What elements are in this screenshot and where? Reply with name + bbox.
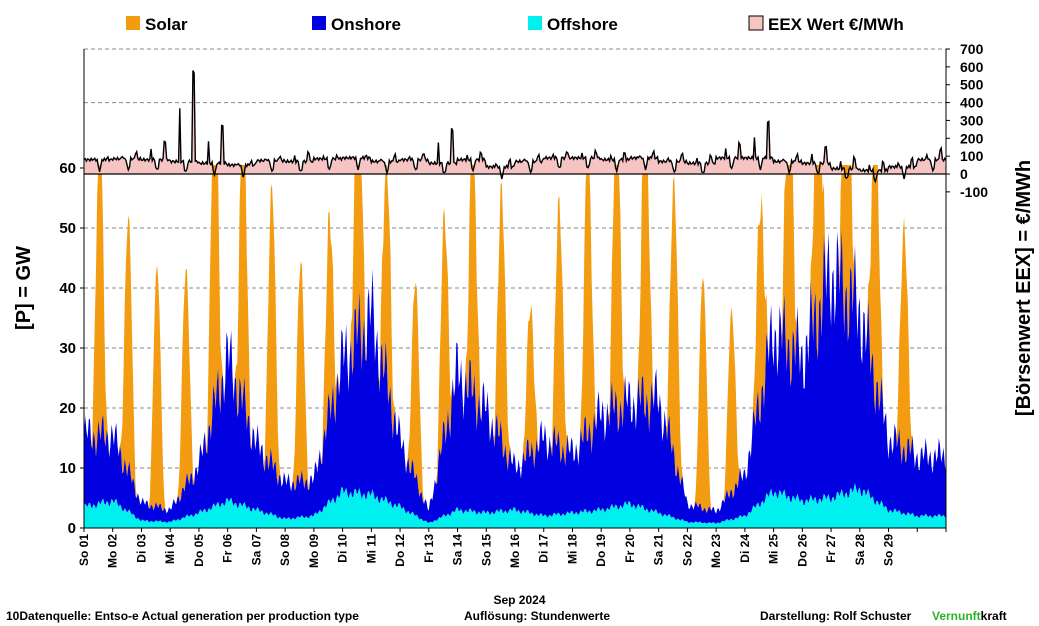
legend-swatch-onshore (312, 16, 326, 30)
x-tick-label: Mi 11 (364, 534, 378, 564)
x-tick-label: So 08 (278, 534, 292, 566)
legend-swatch-solar (126, 16, 140, 30)
right-tick-label: 0 (960, 166, 968, 182)
right-tick-label: 600 (960, 59, 984, 75)
x-tick-label: Di 24 (738, 534, 752, 563)
x-tick-label: Di 10 (336, 534, 350, 563)
right-tick-label: 200 (960, 130, 984, 146)
legend: Solar Onshore Offshore EEX Wert €/MWh (126, 15, 904, 34)
legend-label-eex: EEX Wert €/MWh (768, 15, 904, 34)
footer-brand: Vernunftkraft (932, 609, 1007, 623)
eex-layer (83, 70, 947, 184)
x-tick-label: Di 03 (134, 534, 148, 563)
x-tick-label: Mo 09 (307, 534, 321, 568)
x-tick-label: So 01 (77, 534, 91, 566)
footer-resolution: Auflösung: Stundenwerte (464, 609, 610, 623)
left-axis-ticks: 0 10 20 30 40 50 60 (59, 160, 84, 537)
left-tick-label: 0 (68, 520, 76, 537)
brand-black: kraft (980, 609, 1007, 623)
right-tick-label: 300 (960, 112, 984, 128)
left-tick-label: 40 (59, 280, 76, 297)
series-solar-area (84, 165, 946, 514)
x-tick-label: Di 17 (537, 534, 551, 563)
x-tick-label: Do 26 (795, 534, 809, 567)
footer-author: Darstellung: Rolf Schuster (760, 609, 912, 623)
x-tick-label: Mi 18 (565, 534, 579, 564)
left-tick-label: 30 (59, 340, 76, 357)
series-onshore-area (84, 229, 946, 524)
x-tick-label: Mi 25 (767, 534, 781, 564)
x-tick-label: Sa 07 (249, 534, 263, 566)
right-tick-label: 100 (960, 148, 984, 164)
left-tick-label: 50 (59, 220, 76, 237)
x-tick-label: Do 12 (393, 534, 407, 567)
x-tick-label: Fr 27 (824, 534, 838, 563)
left-axis-title: [P] = GW (13, 246, 35, 330)
footer-source: 10Datenquelle: Entso-e Actual generation… (6, 609, 359, 623)
x-tick-label: Mi 04 (163, 534, 177, 564)
x-tick-label: Sa 14 (451, 534, 465, 566)
x-axis-ticks: So 01 Mo 02 Di 03 Mi 04 Do 05 Fr 06 Sa 07 So 08… (77, 528, 947, 568)
series-offshore-area (84, 483, 946, 528)
legend-label-solar: Solar (145, 15, 188, 34)
x-tick-label: Mo 02 (106, 534, 120, 568)
x-tick-label: Mo 16 (508, 534, 522, 568)
x-tick-label: So 29 (882, 534, 896, 566)
series-layer (84, 165, 946, 528)
x-axis-title: Sep 2024 (493, 593, 546, 607)
x-tick-label: Fr 13 (422, 534, 436, 563)
legend-swatch-offshore (528, 16, 542, 30)
right-axis-title: [Börsenwert EEX] = €/MWh (1013, 160, 1035, 416)
right-tick-label: 500 (960, 77, 984, 93)
legend-label-offshore: Offshore (547, 15, 618, 34)
right-tick-label: -100 (960, 184, 988, 200)
series-eex-line (83, 70, 947, 184)
x-tick-label: So 15 (479, 534, 493, 566)
brand-green: Vernunft (932, 609, 981, 623)
x-tick-label: Sa 28 (853, 534, 867, 566)
x-tick-label: Fr 20 (623, 534, 637, 563)
right-tick-label: 700 (960, 41, 984, 57)
x-tick-label: Do 19 (594, 534, 608, 567)
x-tick-label: Sa 21 (652, 534, 666, 566)
left-tick-label: 20 (59, 400, 76, 417)
x-tick-label: Mo 23 (709, 534, 723, 568)
right-tick-label: 400 (960, 95, 984, 111)
x-tick-label: Fr 06 (221, 534, 235, 563)
legend-swatch-eex (748, 15, 764, 31)
x-tick-label: Do 05 (192, 534, 206, 567)
x-tick-label: So 22 (680, 534, 694, 566)
legend-label-onshore: Onshore (331, 15, 401, 34)
left-tick-label: 60 (59, 160, 76, 177)
left-tick-label: 10 (59, 460, 76, 477)
